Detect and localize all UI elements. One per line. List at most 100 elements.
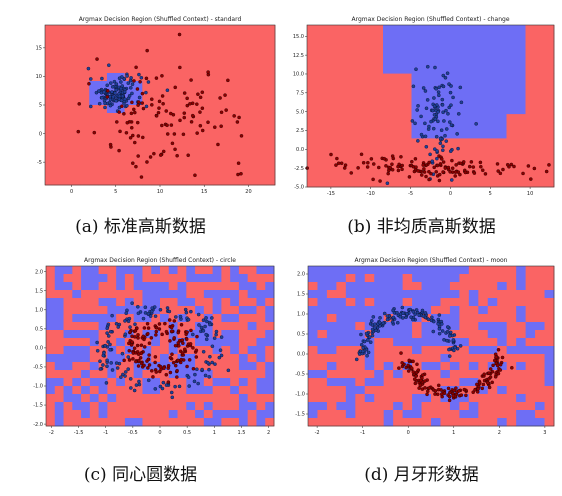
region-cell-red	[497, 370, 508, 379]
region-cell-red	[46, 274, 56, 283]
region-cell-red	[307, 49, 317, 58]
region-cell-red	[478, 274, 489, 283]
point-class-1	[478, 160, 483, 165]
region-cell-red	[431, 410, 441, 419]
region-cell-red	[421, 154, 431, 164]
region-cell-blue	[497, 386, 508, 395]
point-class-0	[429, 119, 433, 124]
region-cell-red	[354, 106, 365, 115]
region-cell-red	[213, 129, 223, 138]
region-cell-blue	[411, 114, 422, 123]
region-cell-blue	[265, 266, 275, 275]
point-class-1	[154, 329, 159, 334]
region-cell-red	[142, 169, 152, 178]
region-cell-red	[459, 154, 469, 164]
region-cell-blue	[421, 49, 431, 58]
point-class-1	[366, 161, 370, 165]
point-class-0	[109, 361, 113, 365]
region-cell-red	[248, 145, 258, 154]
point-class-0	[137, 379, 141, 384]
y-tick-label: 15.0	[293, 34, 304, 40]
region-cell-blue	[160, 354, 170, 363]
region-cell-red	[213, 153, 223, 162]
region-cell-blue	[449, 97, 460, 107]
region-cell-red	[230, 402, 240, 411]
point-class-0	[414, 67, 418, 72]
point-class-1	[213, 125, 217, 129]
region-cell-red	[535, 330, 545, 339]
region-cell-red	[431, 370, 441, 379]
region-cell-red	[316, 73, 327, 83]
region-cell-blue	[478, 106, 488, 115]
region-cell-blue	[212, 346, 222, 355]
point-class-0	[453, 345, 457, 350]
region-cell-blue	[497, 49, 507, 58]
region-cell-red	[354, 57, 365, 66]
region-cell-red	[374, 354, 385, 363]
region-cell-red	[133, 129, 143, 138]
point-class-0	[415, 108, 419, 112]
region-cell-red	[221, 49, 232, 58]
point-class-1	[188, 342, 193, 346]
point-class-0	[201, 350, 206, 354]
region-cell-blue	[468, 410, 479, 419]
region-cell-red	[516, 378, 527, 387]
x-tick-label: 2	[498, 430, 501, 436]
region-cell-red	[133, 386, 143, 395]
point-class-1	[164, 329, 169, 334]
region-cell-blue	[392, 65, 403, 74]
region-cell-red	[238, 386, 249, 395]
point-class-0	[367, 335, 372, 339]
region-cell-red	[62, 57, 72, 66]
point-class-1	[134, 164, 138, 169]
region-cell-red	[364, 33, 374, 42]
region-cell-red	[71, 89, 81, 98]
point-class-1	[154, 76, 159, 80]
region-cell-red	[62, 137, 72, 146]
region-cell-blue	[497, 322, 508, 331]
point-class-1	[169, 123, 174, 127]
point-class-1	[158, 153, 163, 157]
region-cell-red	[535, 138, 545, 147]
point-class-0	[97, 101, 102, 106]
region-cell-red	[421, 146, 431, 155]
region-cell-blue	[374, 282, 385, 291]
region-cell-blue	[459, 338, 470, 347]
region-cell-blue	[393, 370, 404, 379]
region-cell-red	[307, 154, 317, 164]
region-cell-red	[204, 73, 214, 82]
region-cell-red	[316, 97, 327, 107]
region-cell-red	[168, 386, 178, 395]
region-cell-red	[335, 25, 346, 34]
point-class-0	[207, 367, 211, 372]
region-cell-blue	[203, 386, 214, 395]
point-class-1	[378, 179, 382, 183]
point-class-1	[147, 363, 152, 367]
point-class-1	[500, 355, 505, 360]
point-class-0	[130, 82, 135, 87]
region-cell-red	[497, 170, 507, 180]
y-tick-label: 5.0	[296, 109, 304, 115]
point-class-1	[461, 160, 466, 164]
region-cell-red	[160, 73, 170, 82]
region-cell-red	[186, 346, 196, 355]
region-cell-blue	[393, 402, 404, 411]
region-cell-blue	[516, 418, 527, 427]
point-class-0	[448, 149, 453, 153]
region-cell-red	[54, 370, 64, 379]
point-class-1	[145, 48, 149, 53]
region-cell-blue	[412, 402, 422, 411]
point-class-0	[158, 384, 163, 389]
region-cell-red	[63, 378, 73, 387]
region-cell-red	[525, 170, 536, 180]
region-cell-red	[345, 362, 356, 371]
region-cell-red	[544, 33, 555, 42]
point-class-0	[123, 370, 128, 374]
region-cell-blue	[440, 33, 450, 42]
point-class-0	[105, 364, 109, 369]
region-cell-blue	[402, 330, 413, 339]
region-cell-blue	[506, 73, 517, 83]
point-class-0	[390, 320, 395, 324]
region-cell-red	[257, 177, 267, 186]
point-class-0	[149, 309, 154, 314]
